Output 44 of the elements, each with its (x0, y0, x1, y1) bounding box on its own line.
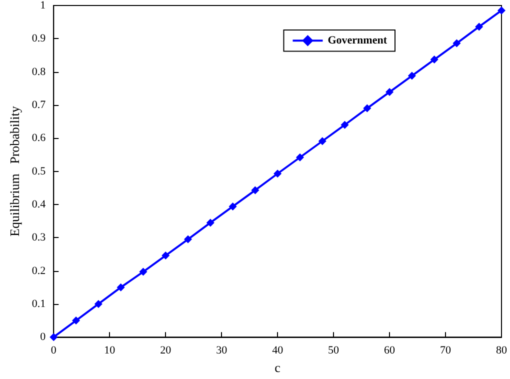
x-tick-label: 20 (160, 344, 172, 357)
x-tick-label: 10 (104, 344, 116, 357)
point (386, 88, 394, 96)
x-tick-label: 50 (328, 344, 340, 357)
point (94, 300, 102, 308)
y-tick-label: 0.8 (32, 66, 46, 78)
y-tick-label: 0 (40, 331, 46, 344)
point (430, 56, 438, 64)
x-tick-label: 0 (50, 344, 57, 357)
y-tick-label: 0.9 (32, 32, 46, 45)
y-tick-label: 0.4 (32, 198, 46, 210)
y-tick-label: 0.2 (32, 264, 46, 277)
point (50, 333, 58, 342)
y-tick-label: 0.3 (32, 232, 46, 244)
point (498, 6, 506, 14)
x-tick-label: 30 (216, 344, 228, 357)
point (363, 104, 372, 112)
point (251, 186, 260, 194)
legend-label: Government (328, 34, 388, 47)
x-tick-label: 40 (272, 344, 284, 357)
point (340, 120, 349, 129)
point (139, 268, 148, 276)
y-tick-label: 1 (40, 0, 46, 12)
point (72, 316, 80, 325)
point (184, 235, 192, 244)
x-tick-label: 80 (496, 344, 508, 357)
point (274, 170, 282, 178)
point (408, 72, 416, 80)
y-tick-label: 0.1 (32, 298, 46, 310)
y-tick-label: 0.7 (32, 98, 46, 111)
point (475, 22, 484, 31)
point (116, 283, 125, 292)
y-tick-label: 0.6 (32, 132, 46, 144)
y-tick-label: 0.5 (32, 165, 46, 178)
point (228, 202, 237, 210)
point (162, 252, 170, 260)
y-axis-title: Equilibrium Probability (7, 106, 22, 236)
x-tick-label: 70 (440, 344, 452, 357)
point (452, 39, 461, 48)
point (206, 218, 214, 227)
point (318, 137, 326, 146)
point (296, 153, 304, 162)
x-tick-label: 60 (384, 344, 396, 357)
x-axis-title: c (274, 360, 281, 375)
